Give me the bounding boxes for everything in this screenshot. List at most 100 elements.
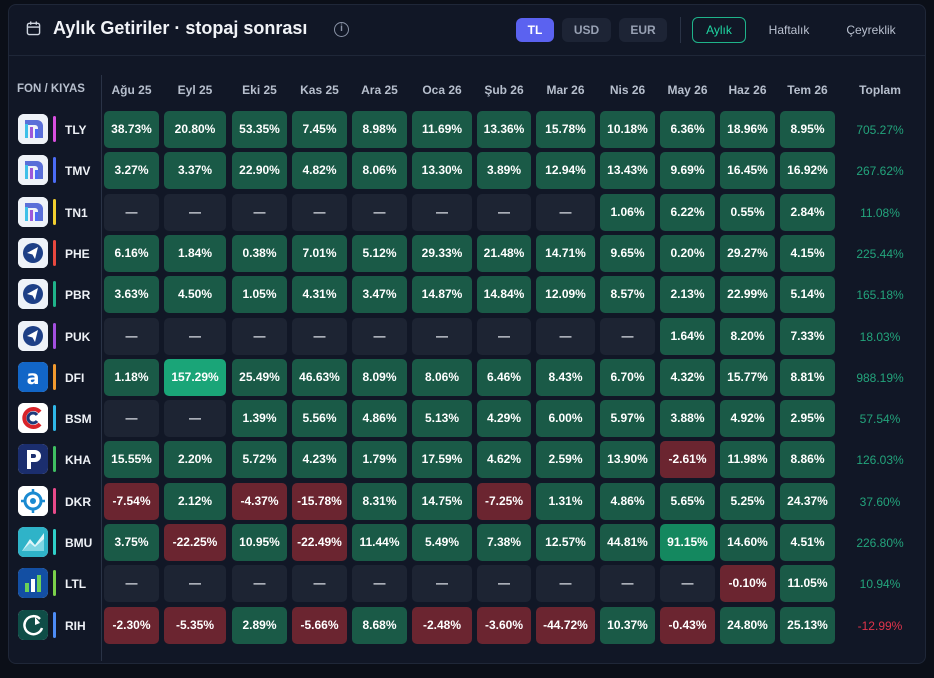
fund-code-label[interactable]: BSM [65,412,92,427]
return-cell[interactable]: — [104,317,159,355]
return-cell[interactable]: 91.15% [660,524,715,561]
return-cell[interactable]: — [536,193,595,231]
currency-usd-button[interactable]: USD [562,18,611,42]
return-cell[interactable]: — [232,565,287,603]
return-cell[interactable]: 15.55% [104,441,159,479]
return-cell[interactable]: 8.57% [600,276,655,314]
return-cell[interactable]: 4.82% [292,152,347,190]
return-cell[interactable]: 5.56% [292,400,347,438]
return-cell[interactable]: 15.77% [720,358,775,396]
return-cell[interactable]: 8.09% [352,358,407,396]
return-cell[interactable]: -2.48% [412,606,472,644]
return-cell[interactable]: 4.86% [600,482,655,520]
return-cell[interactable]: — [536,317,595,355]
return-cell[interactable]: 24.80% [720,606,775,644]
return-cell[interactable]: 9.65% [600,234,655,272]
return-cell[interactable]: 3.88% [660,400,715,438]
fund-code-label[interactable]: DKR [65,494,91,509]
return-cell[interactable]: — [477,193,531,231]
return-cell[interactable]: 7.45% [292,111,347,148]
return-cell[interactable]: 16.45% [720,152,775,190]
return-cell[interactable]: 13.43% [600,152,655,190]
return-cell[interactable]: 12.09% [536,276,595,314]
return-cell[interactable]: 8.98% [352,111,407,148]
period-weekly-button[interactable]: Haftalık [768,23,810,37]
fund-code-label[interactable]: TN1 [65,205,88,220]
return-cell[interactable]: 7.33% [780,317,835,355]
return-cell[interactable]: 8.31% [352,482,407,520]
return-cell[interactable]: 10.18% [600,111,655,148]
fund-code-label[interactable]: DFI [65,370,85,385]
return-cell[interactable]: — [412,565,472,603]
return-cell[interactable]: 53.35% [232,111,287,148]
return-cell[interactable]: 10.95% [232,524,287,561]
return-cell[interactable]: 24.37% [780,482,835,520]
return-cell[interactable]: — [600,565,655,603]
return-cell[interactable]: 5.12% [352,234,407,272]
return-cell[interactable]: 5.97% [600,400,655,438]
return-cell[interactable]: — [164,565,226,603]
return-cell[interactable]: 8.81% [780,358,835,396]
return-cell[interactable]: — [477,565,531,603]
return-cell[interactable]: 4.62% [477,441,531,479]
return-cell[interactable]: 6.70% [600,358,655,396]
return-cell[interactable]: — [412,317,472,355]
return-cell[interactable]: 11.98% [720,441,775,479]
return-cell[interactable]: — [232,193,287,231]
fund-code-label[interactable]: LTL [65,577,87,592]
return-cell[interactable]: 0.38% [232,234,287,272]
return-cell[interactable]: 4.32% [660,358,715,396]
return-cell[interactable]: 29.27% [720,234,775,272]
return-cell[interactable]: — [164,317,226,355]
return-cell[interactable]: — [164,193,226,231]
return-cell[interactable]: -2.30% [104,606,159,644]
fund-code-label[interactable]: PBR [65,288,91,303]
return-cell[interactable]: — [104,193,159,231]
return-cell[interactable]: -5.66% [292,606,347,644]
return-cell[interactable]: -4.37% [232,482,287,520]
return-cell[interactable]: — [292,193,347,231]
return-cell[interactable]: -44.72% [536,606,595,644]
return-cell[interactable]: -2.61% [660,441,715,479]
fund-code-label[interactable]: TMV [65,164,91,179]
return-cell[interactable]: 7.38% [477,524,531,561]
return-cell[interactable]: 1.39% [232,400,287,438]
return-cell[interactable]: 1.64% [660,317,715,355]
return-cell[interactable]: 3.37% [164,152,226,190]
return-cell[interactable]: 9.69% [660,152,715,190]
return-cell[interactable]: -0.43% [660,606,715,644]
return-cell[interactable]: 38.73% [104,111,159,148]
return-cell[interactable]: 13.36% [477,111,531,148]
return-cell[interactable]: 20.80% [164,111,226,148]
return-cell[interactable]: 0.55% [720,193,775,231]
return-cell[interactable]: 5.13% [412,400,472,438]
return-cell[interactable]: 4.31% [292,276,347,314]
return-cell[interactable]: 10.37% [600,606,655,644]
return-cell[interactable]: 21.48% [477,234,531,272]
return-cell[interactable]: 46.63% [292,358,347,396]
return-cell[interactable]: 5.65% [660,482,715,520]
period-quarterly-button[interactable]: Çeyreklik [846,23,896,37]
return-cell[interactable]: — [352,565,407,603]
return-cell[interactable]: 1.31% [536,482,595,520]
return-cell[interactable]: 8.86% [780,441,835,479]
return-cell[interactable]: 2.89% [232,606,287,644]
return-cell[interactable]: 11.44% [352,524,407,561]
period-monthly-button[interactable]: Aylık [692,17,746,43]
return-cell[interactable]: — [536,565,595,603]
return-cell[interactable]: 12.94% [536,152,595,190]
fund-code-label[interactable]: RIH [65,618,86,633]
return-cell[interactable]: 2.95% [780,400,835,438]
return-cell[interactable]: 14.84% [477,276,531,314]
return-cell[interactable]: 22.90% [232,152,287,190]
return-cell[interactable]: 157.29% [164,358,226,396]
return-cell[interactable]: 3.75% [104,524,159,561]
return-cell[interactable]: 15.78% [536,111,595,148]
return-cell[interactable]: 5.72% [232,441,287,479]
return-cell[interactable]: 8.68% [352,606,407,644]
return-cell[interactable]: 5.14% [780,276,835,314]
return-cell[interactable]: -3.60% [477,606,531,644]
return-cell[interactable]: 4.51% [780,524,835,561]
return-cell[interactable]: 8.43% [536,358,595,396]
return-cell[interactable]: 5.49% [412,524,472,561]
